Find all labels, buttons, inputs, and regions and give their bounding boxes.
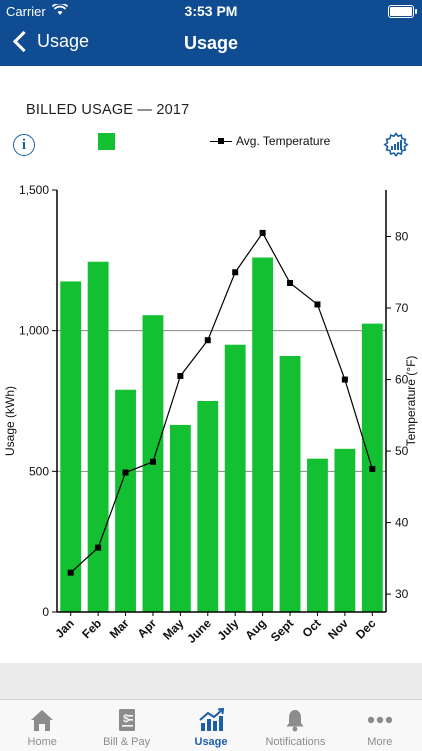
usage-chart-icon (199, 707, 225, 731)
y-tick-label: 500 (29, 464, 49, 478)
temperature-point (177, 372, 184, 379)
usage-bar (307, 458, 328, 612)
back-button[interactable]: Usage (10, 30, 90, 53)
legend-temperature-marker (210, 138, 232, 144)
tab-notifications[interactable]: Notifications (253, 700, 337, 751)
tab-more[interactable]: More (338, 700, 422, 751)
usage-bar (60, 281, 82, 612)
usage-bar (279, 355, 301, 612)
x-tick-label: Dec (353, 616, 379, 642)
temperature-point (122, 469, 129, 476)
temperature-point (232, 269, 239, 276)
usage-bar (87, 261, 109, 612)
temperature-line (70, 231, 373, 574)
usage-bar (252, 257, 274, 612)
temperature-point (204, 337, 211, 344)
x-tick-label: Apr (135, 616, 160, 641)
temperature-point (287, 279, 294, 286)
tab-notifications-label: Notifications (265, 736, 326, 748)
wifi-icon (51, 2, 69, 19)
temperature-point (259, 229, 266, 236)
temperature-point (149, 458, 156, 465)
usage-bar (115, 389, 136, 612)
clock: 3:53 PM (184, 3, 238, 19)
y2-axis-label: Temperature (°F) (404, 356, 418, 447)
y2-tick-label: 50 (395, 444, 409, 458)
page-title: Usage (183, 33, 239, 53)
usage-bar (224, 344, 246, 612)
home-icon (31, 710, 54, 731)
temperature-point (95, 544, 102, 551)
section-title: BILLED USAGE — 2017 (26, 102, 190, 118)
usage-chart: 0 500 1,000 1,500 30 40 50 60 70 80 Usage (kWh) Tem… (3, 183, 418, 646)
y2-tick-label: 40 (395, 516, 409, 530)
tab-usage-label: Usage (194, 736, 228, 748)
x-tick-label: Jan (52, 616, 77, 641)
tab-home[interactable]: Home (0, 700, 84, 751)
more-dots-icon (367, 716, 393, 724)
info-icon[interactable]: i (13, 134, 35, 156)
y2-tick-label: 80 (395, 229, 409, 243)
usage-bar (197, 401, 219, 612)
x-tick-label: Nov (325, 616, 351, 642)
content-footer-spacer (0, 663, 422, 699)
x-tick-label: Aug (242, 616, 268, 642)
x-tick-label: May (160, 616, 187, 643)
x-tick-label: June (184, 616, 214, 646)
legend-temperature-label: Avg. Temperature (236, 134, 331, 148)
status-bar: Carrier 3:53 PM (0, 0, 422, 22)
navigation-bar: Usage Usage (0, 22, 422, 66)
temperature-point (314, 301, 321, 308)
back-button-label: Usage (37, 31, 90, 51)
x-tick-label: Feb (79, 616, 104, 641)
temperature-point (369, 465, 376, 472)
x-tick-label: Mar (107, 616, 132, 641)
tab-usage[interactable]: Usage (169, 700, 253, 751)
tab-home-label: Home (27, 736, 57, 748)
usage-bar (334, 448, 356, 612)
y-tick-label: 1,500 (19, 183, 49, 197)
y-tick-label: 0 (42, 605, 49, 619)
tab-bar: Home $ Bill & Pay Usage Notifications (0, 699, 422, 751)
svg-text:$: $ (123, 713, 129, 725)
carrier-label: Carrier (6, 4, 46, 19)
tab-bill-pay-label: Bill & Pay (103, 736, 151, 748)
y2-tick-label: 70 (395, 301, 409, 315)
chart-settings-gear-icon[interactable] (383, 132, 409, 158)
bill-icon: $ (118, 709, 135, 731)
x-tick-label: Oct (300, 616, 324, 640)
tab-more-label: More (367, 736, 393, 748)
y2-tick-label: 30 (395, 587, 409, 601)
bell-icon (286, 710, 304, 732)
battery-icon (388, 5, 417, 18)
y-axis-label: Usage (kWh) (3, 386, 17, 456)
x-tick-label: July (214, 616, 241, 643)
temperature-point (341, 376, 348, 383)
usage-bar (169, 424, 191, 612)
y2-tick-label: 60 (395, 373, 409, 387)
temperature-point (67, 569, 74, 576)
y-tick-label: 1,000 (19, 324, 49, 338)
legend-usage-swatch (98, 133, 115, 150)
x-tick-label: Sept (268, 616, 296, 644)
tab-bill-pay[interactable]: $ Bill & Pay (84, 700, 168, 751)
